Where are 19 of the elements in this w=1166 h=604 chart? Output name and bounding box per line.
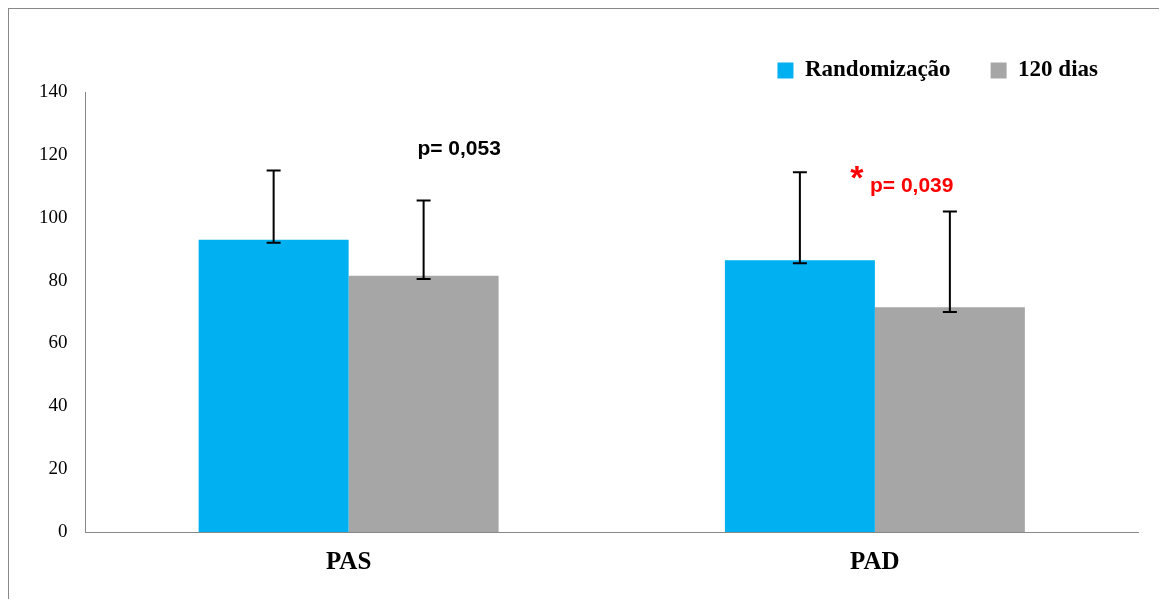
y-tick-label: 100 <box>39 205 68 227</box>
annotation: * <box>850 158 865 197</box>
y-tick-label: 80 <box>48 268 68 290</box>
bar <box>874 307 1025 532</box>
y-tick-label: 20 <box>48 457 68 479</box>
bar <box>724 260 875 532</box>
y-tick-label: 60 <box>48 331 68 353</box>
legend-label: Randomização <box>804 56 951 82</box>
y-tick-label: 40 <box>48 394 68 416</box>
x-tick-label: PAS <box>325 547 372 575</box>
bar <box>198 239 349 532</box>
x-tick-label: PAD <box>850 547 900 575</box>
y-tick-label: 0 <box>58 519 68 541</box>
annotation: p= 0,053 <box>417 136 501 159</box>
bar <box>348 275 499 532</box>
y-tick-label: 140 <box>39 79 68 101</box>
annotation: p= 0,039 <box>869 173 954 197</box>
y-tick-label: 120 <box>39 142 68 164</box>
legend-label: 120 dias <box>1018 56 1099 82</box>
